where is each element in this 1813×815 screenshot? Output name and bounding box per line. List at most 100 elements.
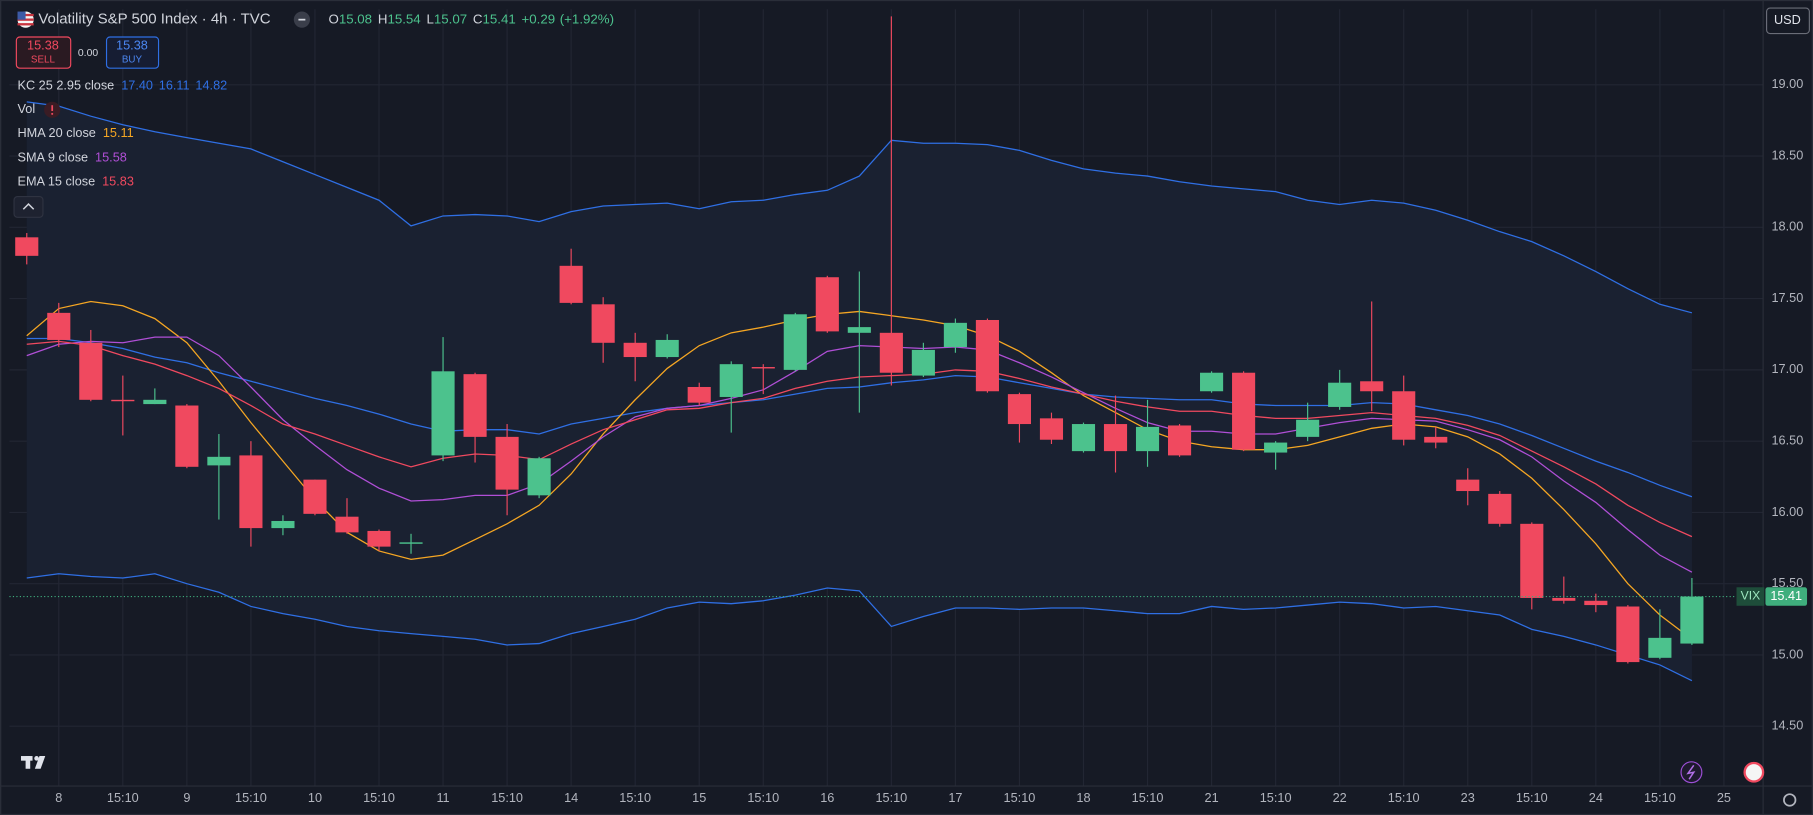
candle-body — [1135, 426, 1160, 452]
ohlc-key: C — [473, 11, 483, 26]
candle-body — [719, 364, 743, 397]
ohlc-values: O15.08 H15.54 L15.07 C15.41 +0.29 (+1.92%) — [328, 11, 614, 26]
ohlc-value: 15.41 — [482, 11, 515, 26]
legend-value: 16.11 — [159, 78, 190, 93]
collapse-legend-button[interactable] — [13, 195, 44, 218]
x-tick-label: 15:10 — [363, 790, 395, 805]
buy-price: 15.38 — [116, 38, 148, 53]
candle-body — [399, 542, 423, 544]
legend-name: Vol — [18, 101, 36, 116]
price-tag — [1765, 587, 1808, 606]
candle-body — [655, 339, 679, 358]
y-tick-label: 19.00 — [1771, 76, 1803, 91]
candle-body — [559, 265, 583, 303]
x-tick-label: 15:10 — [875, 790, 907, 805]
price-tag-label: 15.41 — [1770, 588, 1802, 603]
candle-body — [975, 319, 999, 392]
candle-body — [1488, 493, 1512, 524]
legend-entry: SMA 9 close 15.58 — [18, 150, 127, 165]
legend-value: 15.58 — [95, 150, 127, 165]
x-tick-label: 11 — [436, 790, 449, 805]
change: +0.29 — [522, 11, 556, 26]
y-tick-label: 15.50 — [1771, 575, 1803, 590]
candle-body — [591, 304, 615, 343]
y-tick-label: 15.00 — [1771, 646, 1803, 661]
candle-body — [943, 322, 967, 348]
x-tick-label: 15:10 — [1644, 790, 1676, 805]
ohlc-value: 15.54 — [387, 11, 420, 26]
settings-icon[interactable] — [1783, 793, 1797, 807]
buy-label: BUY — [122, 55, 143, 66]
candle-body — [815, 277, 839, 332]
x-tick-label: 15:10 — [235, 790, 267, 805]
candle-body — [783, 314, 807, 370]
y-tick-label: 16.00 — [1771, 504, 1803, 519]
legend-entry: EMA 15 close 15.83 — [18, 174, 134, 189]
warning-dot — [51, 112, 54, 115]
candle-body — [1648, 637, 1672, 658]
indicator-line — [26, 101, 1693, 314]
market-flag-icon[interactable] — [1743, 761, 1765, 783]
ohlc-value: 15.08 — [339, 11, 372, 26]
buy-button[interactable] — [105, 36, 160, 69]
symbol-tag-label: VIX — [1741, 589, 1761, 603]
x-tick-label: 10 — [308, 790, 322, 805]
sell-price: 15.38 — [27, 38, 59, 53]
candle-body — [175, 405, 199, 467]
indicator-line — [26, 573, 1693, 682]
symbol-tag — [1736, 587, 1765, 606]
x-tick-label: 16 — [820, 790, 834, 805]
y-tick-label: 14.50 — [1771, 718, 1803, 733]
candle-body — [1392, 391, 1416, 440]
candle-body — [431, 371, 455, 456]
x-tick-label: 15 — [692, 790, 706, 805]
x-tick-label: 15:10 — [1388, 790, 1420, 805]
ohlc-key: L — [426, 11, 433, 26]
candle-body — [1424, 436, 1448, 443]
y-tick-label: 18.50 — [1771, 147, 1803, 162]
candle-body — [367, 530, 391, 547]
change-percent: (+1.92%) — [560, 11, 614, 26]
currency-button[interactable] — [1766, 7, 1810, 35]
candle-body — [1039, 418, 1064, 440]
symbol-title: Volatility S&P 500 Index · 4h · TVC — [38, 11, 270, 28]
candle-body — [495, 436, 519, 490]
axes: 14.50 15.00 15.50 16.00 16.50 17.00 17.50 18.00… — [55, 76, 1808, 805]
chevron-up-icon — [22, 202, 35, 210]
x-tick-label: 15:10 — [107, 790, 139, 805]
x-tick-label: 8 — [55, 790, 62, 805]
bolt-icon — [1686, 764, 1696, 780]
candle-body — [1264, 442, 1288, 453]
x-tick-label: 15:10 — [1516, 790, 1548, 805]
legend-entry: Vol — [18, 101, 36, 116]
tv-logo — [20, 756, 46, 769]
legend-value: 15.11 — [103, 125, 134, 140]
candles — [9, 16, 1737, 664]
sell-button[interactable] — [15, 36, 72, 69]
spread: 0.00 — [78, 48, 98, 59]
x-tick-label: 25 — [1717, 790, 1731, 805]
candle-body — [1456, 479, 1480, 492]
x-tick-label: 15:10 — [619, 790, 651, 805]
candle-body — [1296, 419, 1320, 437]
x-tick-label: 15:10 — [747, 790, 779, 805]
candle-body — [111, 399, 135, 402]
overlay: Volatility S&P 500 Index · 4h · TVC O15.… — [13, 7, 1810, 807]
candle-body — [47, 312, 71, 340]
x-tick-label: 21 — [1205, 790, 1219, 805]
y-tick-label: 18.00 — [1771, 219, 1803, 234]
candle-body — [463, 374, 487, 437]
candle-body — [1328, 382, 1352, 407]
candle-body — [239, 455, 263, 529]
legend-name: SMA 9 close — [18, 150, 89, 165]
candle-body — [1680, 596, 1704, 644]
candle-body — [879, 332, 903, 373]
legend-name: KC 25 2.95 close — [18, 78, 115, 93]
x-tick-label: 23 — [1461, 790, 1475, 805]
legend-value: 15.83 — [102, 174, 134, 189]
ohlc-value: 15.07 — [434, 11, 467, 26]
x-tick-label: 15:10 — [1132, 790, 1164, 805]
x-tick-label: 18 — [1076, 790, 1090, 805]
